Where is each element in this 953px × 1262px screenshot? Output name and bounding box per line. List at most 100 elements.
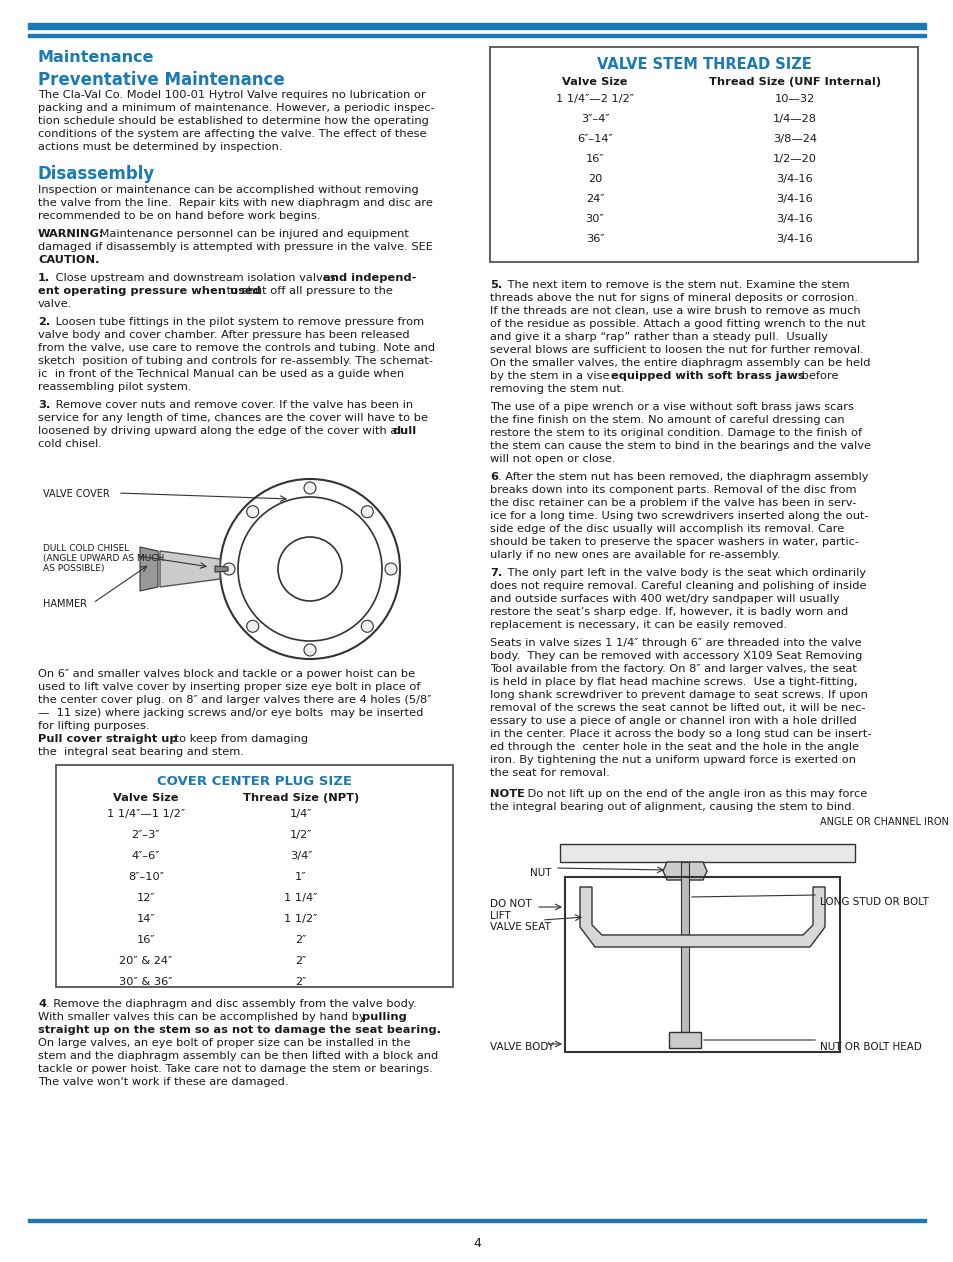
Text: and outside surfaces with 400 wet/dry sandpaper will usually: and outside surfaces with 400 wet/dry sa… [490, 594, 839, 604]
Text: stem and the diaphragm assembly can be then lifted with a block and: stem and the diaphragm assembly can be t… [38, 1051, 437, 1061]
Text: reassembling pilot system.: reassembling pilot system. [38, 382, 192, 392]
Text: 1 1/2″: 1 1/2″ [284, 914, 317, 924]
Text: service for any length of time, chances are the cover will have to be: service for any length of time, chances … [38, 413, 428, 423]
Text: (ANGLE UPWARD AS MUCH: (ANGLE UPWARD AS MUCH [43, 554, 164, 563]
Text: NUT: NUT [530, 868, 551, 878]
Text: 1/4″: 1/4″ [290, 809, 312, 819]
Text: to shut off all pressure to the: to shut off all pressure to the [223, 286, 393, 297]
Text: 3/4-16: 3/4-16 [776, 174, 813, 184]
Text: 20″ & 24″: 20″ & 24″ [119, 957, 172, 965]
Text: 1/4—28: 1/4—28 [772, 114, 816, 124]
Text: 5.: 5. [490, 280, 501, 290]
Text: Disassembly: Disassembly [38, 165, 155, 183]
Polygon shape [140, 546, 158, 591]
Text: long shank screwdriver to prevent damage to seat screws. If upon: long shank screwdriver to prevent damage… [490, 690, 867, 700]
Text: replacement is necessary, it can be easily removed.: replacement is necessary, it can be easi… [490, 620, 786, 630]
Text: sketch  position of tubing and controls for re-assembly. The schemat-: sketch position of tubing and controls f… [38, 356, 433, 366]
Text: 3/4″: 3/4″ [290, 851, 312, 861]
Text: damaged if disassembly is attempted with pressure in the valve. SEE: damaged if disassembly is attempted with… [38, 242, 433, 252]
Text: 16″: 16″ [585, 154, 603, 164]
Text: actions must be determined by inspection.: actions must be determined by inspection… [38, 143, 282, 151]
Text: 7.: 7. [490, 568, 501, 578]
Bar [564, 877, 840, 1053]
Text: Thread Size (UNF Internal): Thread Size (UNF Internal) [708, 77, 881, 87]
Text: 8″–10″: 8″–10″ [128, 872, 164, 882]
Text: dull: dull [393, 427, 416, 435]
Text: The use of a pipe wrench or a vise without soft brass jaws scars: The use of a pipe wrench or a vise witho… [490, 403, 853, 411]
Text: If the threads are not clean, use a wire brush to remove as much: If the threads are not clean, use a wire… [490, 305, 860, 316]
Circle shape [247, 506, 258, 517]
Text: 30″: 30″ [585, 215, 604, 223]
Text: the integral bearing out of alignment, causing the stem to bind.: the integral bearing out of alignment, c… [490, 801, 854, 811]
Text: VALVE BODY: VALVE BODY [490, 1042, 554, 1053]
Text: 6: 6 [490, 472, 497, 482]
Text: packing and a minimum of maintenance. However, a periodic inspec-: packing and a minimum of maintenance. Ho… [38, 103, 435, 114]
Text: VALVE STEM THREAD SIZE: VALVE STEM THREAD SIZE [596, 57, 810, 72]
Bar [668, 1032, 700, 1047]
Text: Remove cover nuts and remove cover. If the valve has been in: Remove cover nuts and remove cover. If t… [52, 400, 413, 410]
Text: valve body and cover chamber. After pressure has been released: valve body and cover chamber. After pres… [38, 329, 409, 339]
Bar [28, 34, 925, 37]
Text: On 6″ and smaller valves block and tackle or a power hoist can be: On 6″ and smaller valves block and tackl… [38, 669, 415, 679]
Text: recommended to be on hand before work begins.: recommended to be on hand before work be… [38, 211, 320, 221]
Circle shape [223, 563, 234, 575]
Text: WARNING:: WARNING: [38, 228, 105, 239]
Text: HAMMER: HAMMER [43, 599, 87, 610]
Text: cold chisel.: cold chisel. [38, 439, 102, 449]
Circle shape [385, 563, 396, 575]
Text: 30″ & 36″: 30″ & 36″ [119, 977, 172, 987]
Text: 1.: 1. [38, 273, 51, 283]
Text: valve.: valve. [38, 299, 72, 309]
Circle shape [304, 482, 315, 493]
Text: restore the seat’s sharp edge. If, however, it is badly worn and: restore the seat’s sharp edge. If, howev… [490, 607, 847, 617]
Circle shape [361, 506, 373, 517]
Text: The only part left in the valve body is the seat which ordinarily: The only part left in the valve body is … [503, 568, 865, 578]
Text: 3/4-16: 3/4-16 [776, 194, 813, 204]
Text: the seat for removal.: the seat for removal. [490, 769, 609, 777]
Text: straight up on the stem so as not to damage the seat bearing.: straight up on the stem so as not to dam… [38, 1025, 440, 1035]
Text: loosened by driving upward along the edge of the cover with a: loosened by driving upward along the edg… [38, 427, 400, 435]
Text: 3/4-16: 3/4-16 [776, 233, 813, 244]
Text: DO NOT: DO NOT [490, 899, 531, 909]
Text: The Cla-Val Co. Model 100-01 Hytrol Valve requires no lubrication or: The Cla-Val Co. Model 100-01 Hytrol Valv… [38, 90, 425, 100]
Text: Maintenance personnel can be injured and equipment: Maintenance personnel can be injured and… [96, 228, 409, 239]
Polygon shape [160, 551, 220, 587]
Text: 1/2—20: 1/2—20 [772, 154, 816, 164]
Text: 4: 4 [473, 1237, 480, 1249]
Circle shape [304, 644, 315, 656]
Polygon shape [214, 565, 228, 572]
Text: 16″: 16″ [136, 935, 155, 945]
Text: equipped with soft brass jaws: equipped with soft brass jaws [610, 371, 803, 381]
Text: the fine finish on the stem. No amount of careful dressing can: the fine finish on the stem. No amount o… [490, 415, 843, 425]
Text: 2″: 2″ [295, 957, 306, 965]
Bar [559, 844, 854, 862]
Text: 2″–3″: 2″–3″ [132, 830, 160, 840]
Text: ularly if no new ones are available for re-assembly.: ularly if no new ones are available for … [490, 550, 780, 560]
Text: of the residue as possible. Attach a good fitting wrench to the nut: of the residue as possible. Attach a goo… [490, 319, 864, 329]
Text: DULL COLD CHISEL: DULL COLD CHISEL [43, 544, 129, 553]
Text: by the stem in a vise: by the stem in a vise [490, 371, 613, 381]
Text: Tool available from the factory. On 8″ and larger valves, the seat: Tool available from the factory. On 8″ a… [490, 664, 856, 674]
Text: before: before [797, 371, 838, 381]
Text: Valve Size: Valve Size [561, 77, 627, 87]
Text: 1/2″: 1/2″ [290, 830, 312, 840]
Text: AS POSSIBLE): AS POSSIBLE) [43, 564, 105, 573]
Text: . After the stem nut has been removed, the diaphragm assembly: . After the stem nut has been removed, t… [497, 472, 867, 482]
Text: threads above the nut for signs of mineral deposits or corrosion.: threads above the nut for signs of miner… [490, 293, 857, 303]
Text: ent operating pressure when used: ent operating pressure when used [38, 286, 260, 297]
Text: the disc retainer can be a problem if the valve has been in serv-: the disc retainer can be a problem if th… [490, 498, 856, 509]
Text: With smaller valves this can be accomplished by hand by: With smaller valves this can be accompli… [38, 1012, 369, 1022]
Text: 1 1/4″—2 1/2″: 1 1/4″—2 1/2″ [556, 93, 634, 103]
Text: the  integral seat bearing and stem.: the integral seat bearing and stem. [38, 747, 244, 757]
Text: the stem can cause the stem to bind in the bearings and the valve: the stem can cause the stem to bind in t… [490, 440, 870, 451]
Text: 4″–6″: 4″–6″ [132, 851, 160, 861]
Text: in the center. Place it across the body so a long stud can be insert-: in the center. Place it across the body … [490, 729, 871, 740]
Text: to keep from damaging: to keep from damaging [171, 734, 308, 745]
Text: 36″: 36″ [585, 233, 603, 244]
Text: side edge of the disc usually will accomplish its removal. Care: side edge of the disc usually will accom… [490, 524, 843, 534]
Text: Valve Size: Valve Size [113, 793, 178, 803]
Text: 14″: 14″ [136, 914, 155, 924]
Text: COVER CENTER PLUG SIZE: COVER CENTER PLUG SIZE [157, 775, 352, 787]
Text: 3/4-16: 3/4-16 [776, 215, 813, 223]
Text: body.  They can be removed with accessory X109 Seat Removing: body. They can be removed with accessory… [490, 651, 862, 661]
